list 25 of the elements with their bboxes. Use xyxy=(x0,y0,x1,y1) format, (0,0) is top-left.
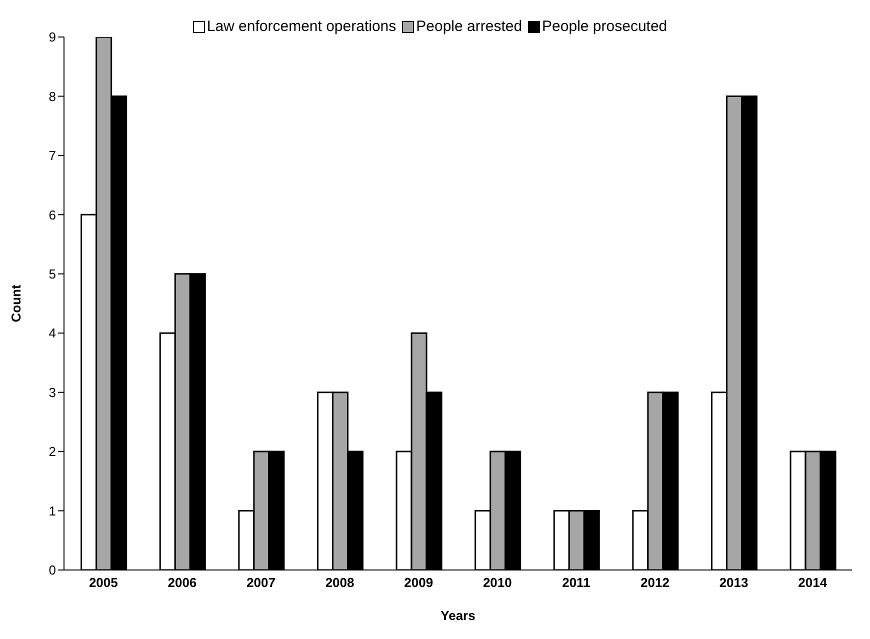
x-axis-title: Years xyxy=(440,608,476,623)
y-tick-label: 4 xyxy=(48,326,56,341)
y-tick-label: 5 xyxy=(48,266,56,282)
y-tick-label: 9 xyxy=(48,30,56,45)
y-tick-label: 6 xyxy=(48,207,56,222)
y-tick-label: 2 xyxy=(48,444,56,460)
x-tick-label: 2014 xyxy=(798,575,828,590)
legend-label: People prosecuted xyxy=(541,18,668,35)
y-tick-label: 1 xyxy=(48,503,56,518)
y-tick-label: 3 xyxy=(48,384,56,400)
x-tick-label: 2013 xyxy=(719,575,748,590)
y-tick-label: 7 xyxy=(48,148,56,164)
legend-label: Law enforcement operations xyxy=(206,18,396,35)
x-tick-label: 2007 xyxy=(246,575,276,590)
x-tick-label: 2011 xyxy=(562,575,590,590)
y-axis-title: Count xyxy=(8,284,24,322)
x-tick-label: 2009 xyxy=(404,575,434,590)
x-tick-label: 2005 xyxy=(88,575,118,590)
x-tick-label: 2008 xyxy=(325,575,354,590)
y-tick-label: 0 xyxy=(48,562,56,578)
y-tick-label: 8 xyxy=(48,88,56,104)
x-tick-label: 2010 xyxy=(482,575,512,590)
x-tick-label: 2006 xyxy=(168,575,197,590)
legend-label: People arrested xyxy=(415,18,522,35)
x-tick-label: 2012 xyxy=(640,575,670,590)
